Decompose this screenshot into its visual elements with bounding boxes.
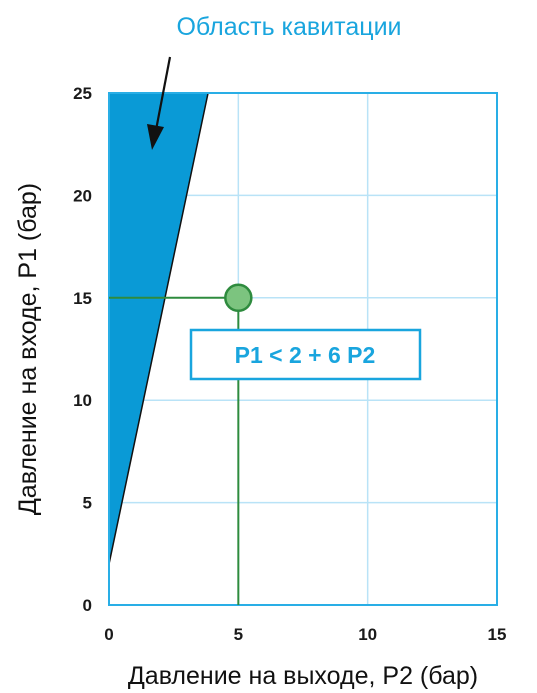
x-axis-label: Давление на выходе, P2 (бар)	[128, 662, 478, 690]
formula-box: P1 < 2 + 6 P2	[189, 328, 422, 381]
plot-frame	[108, 92, 498, 606]
region-annotation-arrow	[147, 56, 172, 150]
y-tick-labels: 0 5 10 15 20 25	[73, 84, 92, 615]
x-tick-labels: 0 5 10 15	[104, 625, 506, 644]
y-tick-label: 10	[73, 391, 92, 410]
x-tick-label: 0	[104, 625, 113, 644]
y-tick-label: 20	[73, 186, 92, 205]
x-tick-label: 10	[358, 625, 377, 644]
formula-label: P1 < 2 + 6 P2	[235, 342, 376, 368]
region-annotation-label: Область кавитации	[176, 13, 401, 41]
arrow-head	[147, 124, 164, 150]
arrow-shaft	[154, 56, 172, 131]
formula-box-border	[189, 328, 422, 381]
y-tick-label: 0	[83, 596, 92, 615]
y-tick-label: 25	[73, 84, 92, 103]
y-tick-label: 15	[73, 289, 92, 308]
cavitation-region	[108, 92, 209, 565]
y-axis-label: Давление на входе, P1 (бар)	[14, 183, 42, 515]
data-point-marker	[224, 283, 253, 313]
x-tick-label: 15	[488, 625, 507, 644]
y-tick-label: 5	[83, 494, 92, 513]
x-tick-label: 5	[234, 625, 243, 644]
